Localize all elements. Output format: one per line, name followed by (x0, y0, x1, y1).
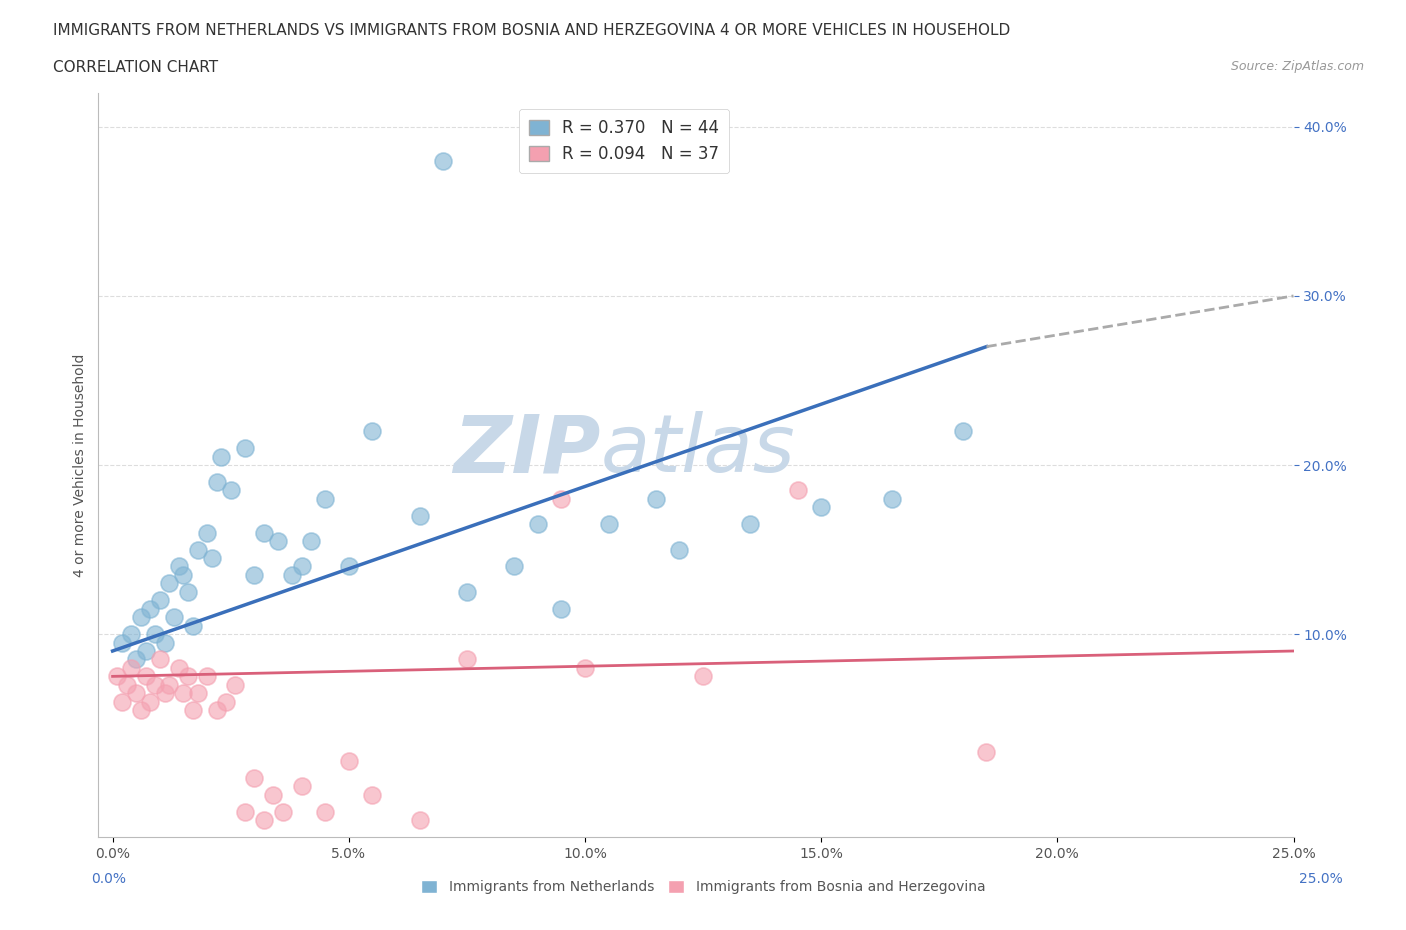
Point (215, 695, 238, 710)
Point (267, 534, 290, 549)
Y-axis label: 4 or more Vehicles in Household: 4 or more Vehicles in Household (73, 353, 87, 577)
Point (157, 576, 180, 591)
Point (574, 660, 596, 675)
Point (111, 695, 134, 710)
Point (121, 627, 143, 642)
Point (976, 745, 998, 760)
Point (224, 677, 246, 692)
Point (598, 517, 620, 532)
Point (172, 685, 194, 700)
Point (121, 660, 143, 675)
Point (143, 677, 166, 692)
Point (163, 610, 186, 625)
Point (243, 770, 266, 785)
Point (125, 685, 148, 700)
Point (129, 703, 152, 718)
Text: CORRELATION CHART: CORRELATION CHART (53, 60, 218, 75)
Point (167, 660, 190, 675)
Point (253, 813, 276, 828)
Point (139, 695, 162, 710)
Point (233, 441, 256, 456)
Point (952, 424, 974, 439)
Point (271, 804, 294, 819)
Point (408, 509, 430, 524)
Point (195, 669, 218, 684)
Point (181, 703, 204, 718)
Point (337, 753, 360, 768)
Point (177, 669, 200, 684)
Point (550, 491, 572, 506)
Point (157, 677, 180, 692)
Point (786, 483, 808, 498)
Text: Source: ZipAtlas.com: Source: ZipAtlas.com (1230, 60, 1364, 73)
Point (456, 584, 478, 599)
Legend: R = 0.370   N = 44, R = 0.094   N = 37: R = 0.370 N = 44, R = 0.094 N = 37 (519, 109, 730, 173)
Point (153, 685, 176, 700)
Point (172, 567, 194, 582)
Point (281, 567, 304, 582)
Point (668, 542, 690, 557)
Point (432, 153, 454, 168)
Point (177, 584, 200, 599)
Point (503, 559, 526, 574)
Point (243, 567, 266, 582)
Point (692, 669, 714, 684)
Point (233, 804, 256, 819)
Point (337, 559, 360, 574)
Point (139, 602, 162, 617)
Point (205, 703, 228, 718)
Point (550, 602, 572, 617)
Point (153, 635, 176, 650)
Point (135, 669, 157, 684)
Point (740, 517, 762, 532)
Point (314, 804, 336, 819)
Point (361, 788, 384, 803)
Point (526, 517, 548, 532)
Point (149, 652, 172, 667)
Point (290, 778, 312, 793)
Point (262, 788, 284, 803)
Point (129, 610, 152, 625)
Point (290, 559, 312, 574)
Point (209, 449, 232, 464)
Point (115, 677, 138, 692)
Point (195, 525, 218, 540)
Point (105, 669, 128, 684)
Point (143, 627, 166, 642)
Point (299, 534, 322, 549)
Point (149, 592, 172, 607)
Point (201, 551, 224, 565)
Point (361, 424, 384, 439)
Point (644, 491, 666, 506)
Text: atlas: atlas (600, 411, 796, 489)
Text: ZIP: ZIP (453, 411, 600, 489)
Point (205, 474, 228, 489)
Text: 0.0%: 0.0% (91, 871, 127, 886)
Point (167, 559, 190, 574)
Point (253, 525, 276, 540)
Point (408, 813, 430, 828)
Point (187, 542, 209, 557)
Point (111, 635, 134, 650)
Point (314, 491, 336, 506)
Point (125, 652, 148, 667)
Legend: Immigrants from Netherlands, Immigrants from Bosnia and Herzegovina: Immigrants from Netherlands, Immigrants … (415, 875, 991, 900)
Text: 25.0%: 25.0% (1299, 871, 1343, 886)
Point (135, 644, 157, 658)
Point (456, 652, 478, 667)
Text: IMMIGRANTS FROM NETHERLANDS VS IMMIGRANTS FROM BOSNIA AND HERZEGOVINA 4 OR MORE : IMMIGRANTS FROM NETHERLANDS VS IMMIGRANT… (53, 23, 1011, 38)
Point (181, 618, 204, 633)
Point (880, 491, 903, 506)
Point (219, 483, 242, 498)
Point (187, 685, 209, 700)
Point (810, 499, 832, 514)
